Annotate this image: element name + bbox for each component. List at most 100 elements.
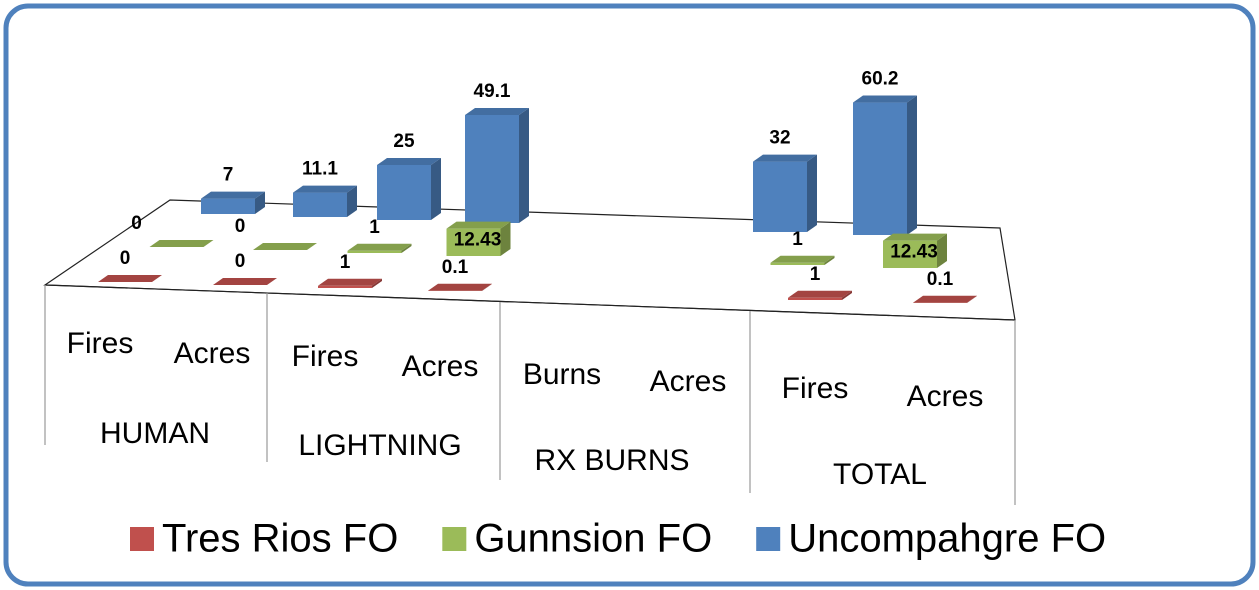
bar-side: [500, 221, 511, 256]
bar: [753, 154, 817, 232]
bar: [446, 221, 511, 256]
bar-top: [253, 243, 317, 250]
bar-side: [347, 185, 357, 217]
bar-side: [842, 290, 852, 300]
bar-front: [465, 114, 519, 223]
legend-label: Tres Rios FO: [162, 517, 398, 561]
group-label: TOTAL: [833, 458, 927, 491]
bar-front: [753, 161, 807, 232]
bar: [201, 191, 265, 214]
legend-label: Uncompahgre FO: [788, 517, 1106, 561]
bar-side: [401, 243, 412, 253]
bar: [770, 255, 835, 265]
group-label: HUMAN: [100, 417, 210, 450]
bar: [293, 185, 357, 217]
value-label: 1: [792, 229, 803, 250]
bar-top: [770, 255, 835, 263]
bar: [377, 158, 441, 220]
bar-side: [824, 255, 835, 265]
group-label: RX BURNS: [534, 444, 689, 477]
bar-side: [431, 158, 441, 220]
bar-top: [853, 95, 917, 103]
category-label: Acres: [174, 337, 251, 370]
bar-top: [293, 185, 357, 193]
category-label: Fires: [292, 340, 359, 373]
value-label: 0.1: [927, 269, 954, 290]
bar-front: [347, 250, 402, 253]
bar-top: [913, 295, 977, 303]
bar-top: [446, 221, 511, 229]
value-label: 60.2: [862, 69, 899, 90]
bar: [98, 275, 162, 282]
value-label: 1: [340, 252, 351, 273]
legend-swatch: [756, 527, 781, 551]
value-label: 0: [120, 248, 131, 269]
value-label: 0: [235, 251, 246, 272]
legend-swatch: [130, 527, 154, 551]
bar-front: [788, 297, 842, 300]
bar: [318, 278, 382, 288]
value-label: 0: [235, 216, 246, 237]
bar-top: [149, 240, 214, 247]
bar-top: [201, 191, 265, 199]
bar-front: [377, 165, 431, 220]
value-label: 0: [131, 213, 142, 234]
bar: [913, 295, 977, 303]
category-label: Acres: [907, 380, 984, 413]
bar-front: [853, 102, 907, 235]
bar-side: [372, 278, 382, 288]
bar-top: [883, 233, 947, 241]
value-label: 12.43: [890, 242, 938, 263]
value-label: 1: [810, 264, 821, 285]
bar-front: [293, 192, 347, 217]
bar-top: [347, 243, 412, 251]
category-label: Burns: [523, 358, 601, 391]
bar-front: [770, 262, 825, 265]
bar-top: [788, 290, 852, 298]
bar-side: [807, 154, 817, 232]
value-label: 12.43: [454, 230, 502, 251]
value-label: 32: [769, 128, 790, 149]
value-label: 49.1: [474, 81, 511, 102]
bar-top: [98, 275, 162, 282]
bar: [465, 107, 529, 223]
floor: [43, 199, 1016, 505]
value-label: 7: [223, 165, 234, 186]
bar-front: [883, 240, 937, 268]
category-label: Fires: [67, 327, 134, 360]
bar-front: [446, 228, 501, 256]
bar-top: [465, 107, 529, 115]
bar-top: [377, 158, 441, 165]
value-label: 25: [393, 131, 415, 152]
value-label: 0.1: [442, 257, 469, 278]
bar-side: [967, 295, 977, 303]
chart-border: [3, 3, 1256, 587]
bar-top: [318, 278, 382, 286]
bar-side: [519, 107, 529, 223]
bar-top: [753, 154, 817, 162]
bar: [788, 290, 852, 300]
category-label: Acres: [402, 350, 479, 383]
bar: [347, 243, 412, 253]
bar-side: [255, 191, 265, 214]
bar: [428, 283, 492, 291]
bar: [883, 233, 947, 268]
group-label: LIGHTNING: [298, 429, 461, 462]
bar-side: [907, 95, 917, 235]
category-label: Fires: [782, 372, 849, 405]
bar-front: [318, 285, 372, 288]
bar: [253, 243, 317, 250]
bar-top: [213, 278, 277, 285]
legend-label: Gunnsion FO: [474, 517, 712, 561]
bar: [853, 95, 917, 235]
bar: [213, 278, 277, 285]
bar: [149, 240, 214, 247]
value-label: 11.1: [302, 159, 338, 180]
bar-side: [937, 233, 947, 268]
category-label: Acres: [650, 365, 727, 398]
bar-front: [201, 198, 255, 214]
bar-side: [482, 283, 492, 291]
legend-swatch: [442, 527, 467, 551]
bar-top: [428, 283, 492, 291]
